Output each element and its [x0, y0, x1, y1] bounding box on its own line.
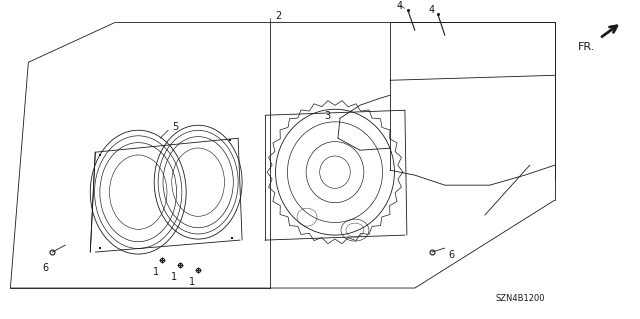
Text: FR.: FR.: [579, 42, 596, 52]
Text: SZN4B1200: SZN4B1200: [495, 293, 545, 302]
Text: 6: 6: [449, 250, 455, 260]
Text: 4: 4: [397, 1, 403, 11]
Text: 1: 1: [153, 267, 159, 277]
Text: 1: 1: [189, 277, 195, 287]
Text: 2: 2: [275, 11, 281, 21]
Text: 1: 1: [171, 272, 177, 282]
Text: 3: 3: [324, 111, 330, 121]
Text: 4: 4: [429, 5, 435, 15]
Text: 5: 5: [172, 122, 179, 132]
Text: 6: 6: [42, 263, 49, 273]
